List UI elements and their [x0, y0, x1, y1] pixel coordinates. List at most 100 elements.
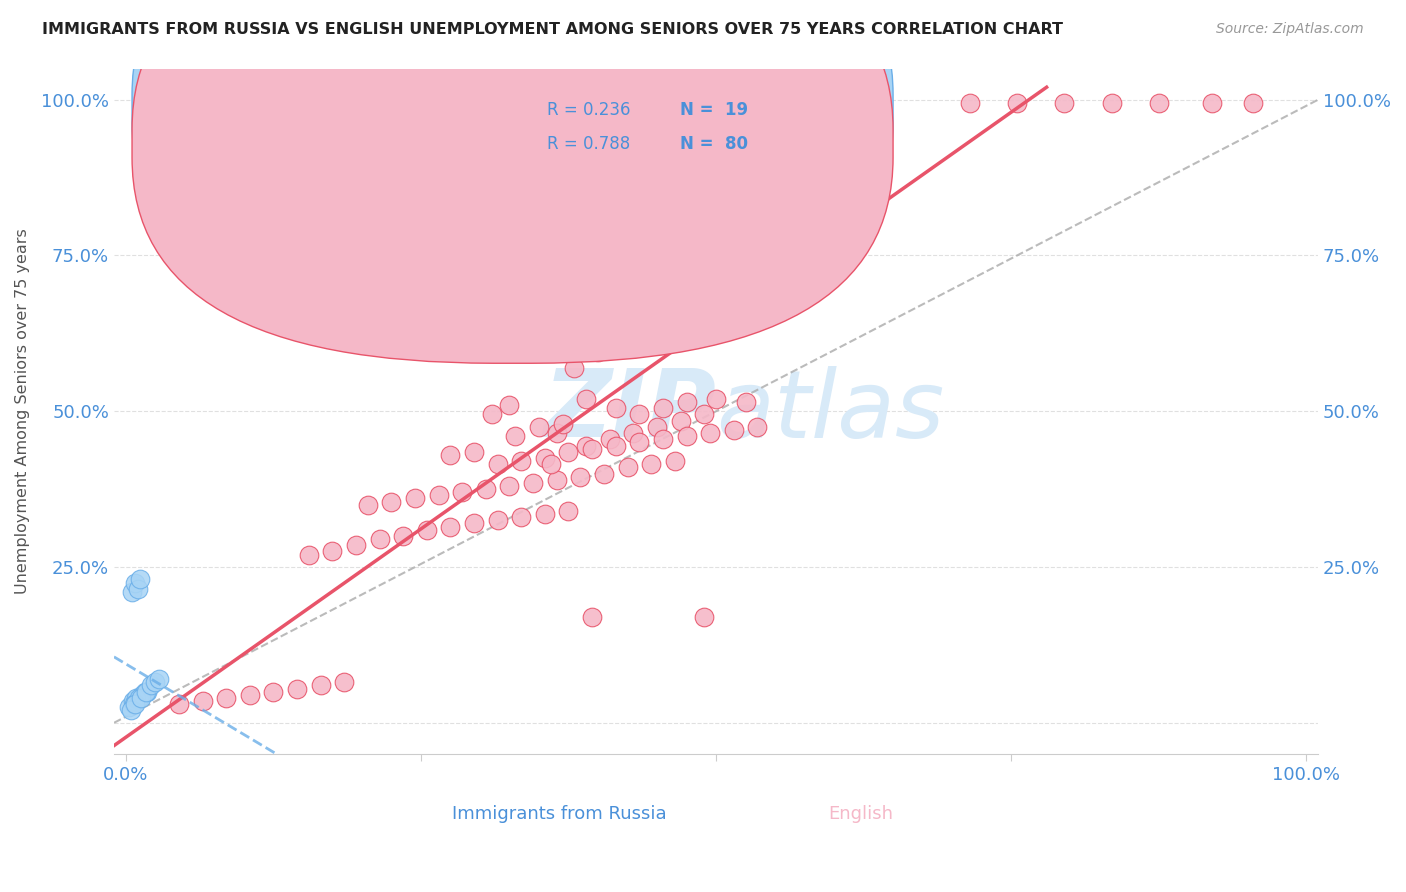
Text: Source: ZipAtlas.com: Source: ZipAtlas.com	[1216, 22, 1364, 37]
Point	[124, 575, 146, 590]
Point	[505, 429, 527, 443]
Point	[481, 408, 503, 422]
Point	[475, 482, 498, 496]
Text: Immigrants from Russia: Immigrants from Russia	[453, 805, 666, 823]
Point	[121, 585, 143, 599]
Point	[522, 475, 544, 490]
Point	[131, 688, 153, 702]
Point	[628, 435, 651, 450]
Point	[704, 392, 727, 406]
Point	[136, 684, 159, 698]
Text: N =  19: N = 19	[681, 101, 748, 119]
Point	[215, 690, 238, 705]
Point	[1201, 95, 1223, 110]
Point	[652, 401, 675, 416]
Point	[628, 408, 651, 422]
Point	[167, 697, 190, 711]
Point	[645, 419, 668, 434]
Point	[675, 395, 697, 409]
Point	[416, 523, 439, 537]
Point	[486, 457, 509, 471]
Point	[569, 469, 592, 483]
Point	[127, 582, 149, 596]
Point	[463, 444, 485, 458]
Point	[298, 548, 321, 562]
Point	[118, 700, 141, 714]
Point	[534, 507, 557, 521]
Point	[581, 442, 603, 456]
Point	[122, 697, 145, 711]
Point	[380, 494, 402, 508]
Point	[357, 498, 380, 512]
Point	[623, 425, 645, 440]
Point	[586, 345, 609, 359]
Point	[575, 438, 598, 452]
Point	[1053, 95, 1076, 110]
Point	[128, 690, 150, 705]
Point	[1101, 95, 1123, 110]
Point	[534, 450, 557, 465]
Point	[451, 485, 474, 500]
Point	[669, 414, 692, 428]
Point	[675, 429, 697, 443]
Point	[139, 678, 162, 692]
Point	[747, 419, 769, 434]
Text: N =  80: N = 80	[681, 135, 748, 153]
Point	[557, 444, 579, 458]
Text: R = 0.788: R = 0.788	[547, 135, 631, 153]
Point	[463, 516, 485, 531]
Point	[124, 697, 146, 711]
Point	[191, 694, 214, 708]
Text: IMMIGRANTS FROM RUSSIA VS ENGLISH UNEMPLOYMENT AMONG SENIORS OVER 75 YEARS CORRE: IMMIGRANTS FROM RUSSIA VS ENGLISH UNEMPL…	[42, 22, 1063, 37]
Point	[693, 408, 716, 422]
Point	[239, 688, 262, 702]
Point	[616, 460, 638, 475]
Point	[427, 488, 450, 502]
Text: R = 0.236: R = 0.236	[547, 101, 631, 119]
Point	[510, 510, 533, 524]
Point	[605, 438, 627, 452]
Point	[439, 448, 461, 462]
FancyBboxPatch shape	[132, 0, 893, 363]
Point	[120, 703, 142, 717]
Point	[1005, 95, 1028, 110]
Point	[404, 491, 426, 506]
Point	[498, 479, 520, 493]
Point	[321, 544, 343, 558]
Point	[392, 529, 415, 543]
Point	[564, 360, 586, 375]
Point	[134, 684, 156, 698]
Point	[148, 672, 170, 686]
Point	[551, 417, 574, 431]
Point	[540, 457, 562, 471]
Point	[129, 573, 152, 587]
Point	[262, 684, 284, 698]
Point	[498, 398, 520, 412]
Point	[527, 419, 550, 434]
Point	[605, 401, 627, 416]
Point	[486, 513, 509, 527]
Point	[699, 425, 721, 440]
Point	[368, 532, 391, 546]
Point	[664, 454, 686, 468]
Point	[1147, 95, 1170, 110]
Point	[135, 684, 157, 698]
FancyBboxPatch shape	[132, 0, 893, 329]
Text: ZIP: ZIP	[543, 365, 716, 458]
Point	[439, 519, 461, 533]
Point	[333, 675, 356, 690]
Point	[125, 690, 148, 705]
Point	[285, 681, 308, 696]
Text: atlas: atlas	[716, 366, 945, 457]
Point	[593, 467, 616, 481]
Point	[581, 610, 603, 624]
Point	[344, 538, 367, 552]
Point	[510, 454, 533, 468]
Point	[959, 95, 981, 110]
Point	[1241, 95, 1264, 110]
Point	[652, 432, 675, 446]
Y-axis label: Unemployment Among Seniors over 75 years: Unemployment Among Seniors over 75 years	[15, 228, 30, 594]
Point	[723, 423, 745, 437]
Point	[309, 678, 332, 692]
Point	[121, 694, 143, 708]
